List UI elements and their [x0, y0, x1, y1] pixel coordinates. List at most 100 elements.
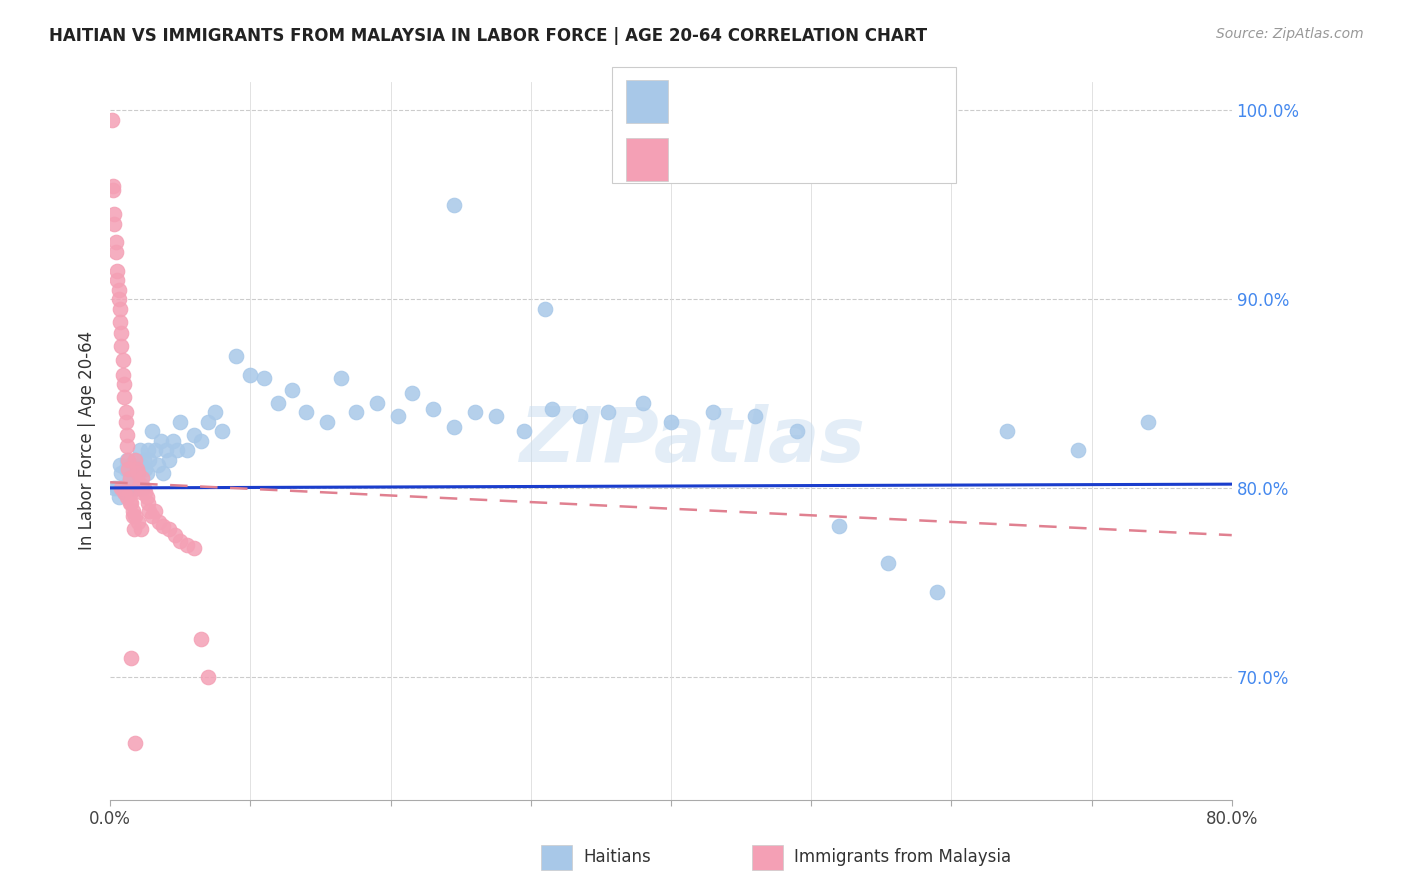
Point: [115, 491, 138, 505]
Point: [387, 409, 409, 424]
Point: [366, 396, 388, 410]
Point: [121, 509, 143, 524]
Point: [211, 424, 233, 438]
Point: [136, 443, 159, 458]
Point: [744, 409, 766, 424]
Point: [281, 383, 304, 397]
Point: [112, 377, 135, 392]
Text: ZIPatlas: ZIPatlas: [520, 404, 866, 478]
Point: [118, 471, 141, 485]
Point: [117, 477, 139, 491]
Point: [104, 244, 127, 259]
Point: [111, 481, 134, 495]
Point: [131, 471, 153, 485]
Point: [124, 452, 146, 467]
Point: [568, 409, 591, 424]
Point: [141, 424, 163, 438]
Point: [121, 503, 143, 517]
Point: [267, 396, 290, 410]
Point: [138, 452, 160, 467]
Point: [112, 390, 135, 404]
Point: [127, 515, 149, 529]
Point: [540, 401, 562, 416]
Point: [443, 420, 465, 434]
Point: [132, 481, 155, 495]
Point: [114, 405, 136, 419]
Point: [141, 509, 163, 524]
Point: [190, 434, 212, 448]
Point: [115, 452, 138, 467]
Point: [169, 533, 191, 548]
Point: [464, 405, 486, 419]
Point: [127, 466, 149, 480]
Point: [136, 496, 159, 510]
Point: [422, 401, 444, 416]
Point: [124, 736, 146, 750]
Point: [596, 405, 619, 419]
Point: [110, 326, 132, 340]
Point: [107, 491, 129, 505]
Point: [101, 182, 124, 196]
Point: [166, 443, 188, 458]
Point: [148, 515, 170, 529]
Point: [134, 462, 156, 476]
Point: [927, 584, 949, 599]
Point: [169, 415, 191, 429]
Point: [401, 386, 423, 401]
Point: [117, 462, 139, 476]
Point: [105, 264, 128, 278]
Point: [828, 518, 851, 533]
Point: [120, 496, 142, 510]
Point: [105, 481, 128, 495]
Point: [134, 484, 156, 499]
Point: [176, 538, 198, 552]
Point: [103, 207, 125, 221]
Point: [108, 301, 131, 316]
Point: [132, 452, 155, 467]
Point: [107, 283, 129, 297]
Point: [316, 415, 339, 429]
Point: [108, 315, 131, 329]
Point: [183, 428, 205, 442]
Point: [112, 484, 135, 499]
Point: [877, 557, 900, 571]
Point: [114, 415, 136, 429]
Point: [135, 466, 157, 480]
Point: [157, 523, 180, 537]
Point: [129, 458, 152, 473]
Point: [131, 481, 153, 495]
Point: [146, 458, 169, 473]
Point: [107, 292, 129, 306]
Point: [197, 415, 219, 429]
Point: [152, 518, 174, 533]
Point: [239, 368, 262, 382]
Point: [125, 466, 148, 480]
Point: [443, 197, 465, 211]
Point: [786, 424, 808, 438]
Text: HAITIAN VS IMMIGRANTS FROM MALAYSIA IN LABOR FORCE | AGE 20-64 CORRELATION CHART: HAITIAN VS IMMIGRANTS FROM MALAYSIA IN L…: [49, 27, 928, 45]
Point: [344, 405, 367, 419]
Y-axis label: In Labor Force | Age 20-64: In Labor Force | Age 20-64: [79, 331, 96, 550]
Point: [122, 523, 145, 537]
Point: [110, 466, 132, 480]
Point: [125, 462, 148, 476]
Point: [103, 217, 125, 231]
Point: [155, 443, 177, 458]
Point: [997, 424, 1019, 438]
Text: Immigrants from Malaysia: Immigrants from Malaysia: [794, 848, 1011, 866]
Point: [128, 477, 150, 491]
Text: Source: ZipAtlas.com: Source: ZipAtlas.com: [1216, 27, 1364, 41]
Point: [631, 396, 654, 410]
Point: [149, 434, 172, 448]
Point: [104, 235, 127, 250]
Point: [124, 452, 146, 467]
Point: [105, 273, 128, 287]
Text: Haitians: Haitians: [583, 848, 651, 866]
Point: [110, 339, 132, 353]
Point: [190, 632, 212, 646]
Point: [225, 349, 247, 363]
Point: [533, 301, 555, 316]
Point: [112, 484, 135, 499]
Point: [143, 503, 166, 517]
Point: [138, 503, 160, 517]
